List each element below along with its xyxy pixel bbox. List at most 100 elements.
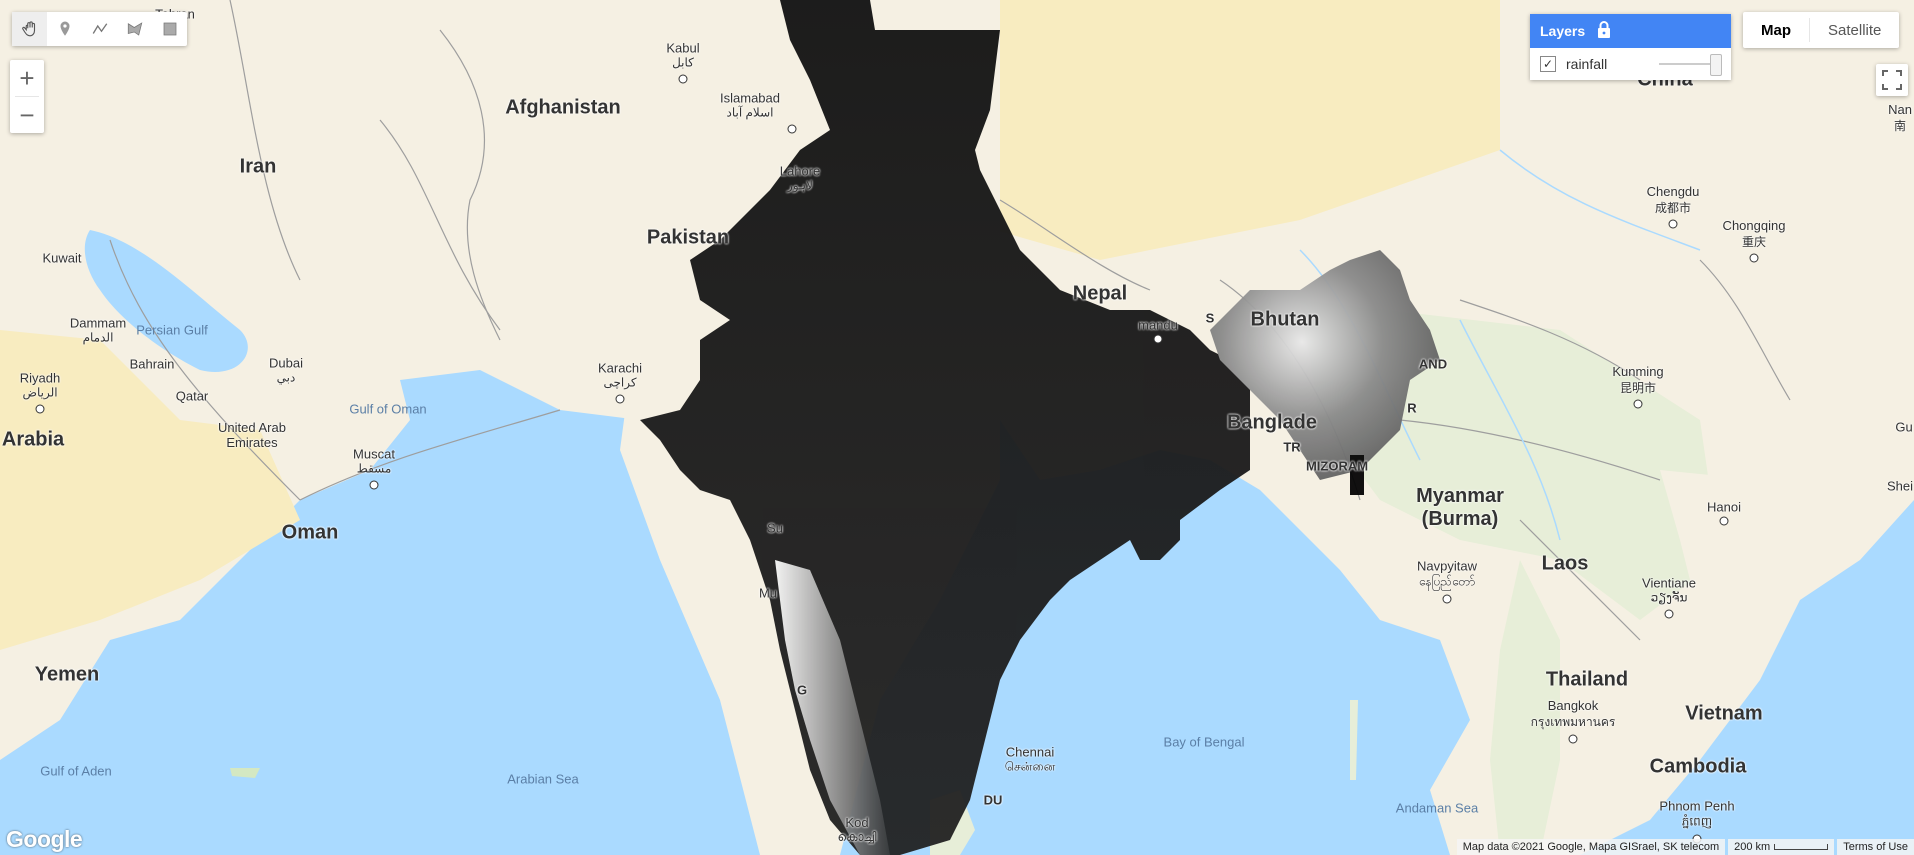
- checkmark-icon: ✓: [1542, 57, 1554, 71]
- map-label-kunming: Kunming 昆明市: [1612, 364, 1664, 395]
- map-label-chennai: Chennai சென்னை: [1004, 744, 1056, 774]
- city-marker: [1633, 399, 1643, 409]
- map-label-nepal: Nepal: [1072, 282, 1128, 305]
- map-label-riyadh: Riyadh الرياض: [19, 370, 61, 400]
- land-arabia-desert: [0, 330, 300, 650]
- rectangle-icon[interactable]: [152, 12, 187, 46]
- city-marker: [369, 480, 379, 490]
- map-label-bay-of-bengal: Bay of Bengal: [1163, 734, 1245, 750]
- map-label-phnompenh: Phnom Penh ភ្នំពេញ: [1659, 798, 1735, 829]
- map-label-kathmandu: mandu: [1138, 317, 1178, 333]
- city-marker: [1668, 219, 1678, 229]
- land-malay-peninsula: [1490, 560, 1560, 855]
- scale-label: 200 km: [1734, 841, 1771, 853]
- land-indochina-east: [1660, 470, 1800, 720]
- map-label-qatar: Qatar: [175, 388, 209, 404]
- map-label-bangladesh: Banglade: [1226, 411, 1318, 434]
- rainfall-layer: [640, 0, 1440, 855]
- map-label-surat: Su: [767, 520, 783, 536]
- map-label-bhutan: Bhutan: [1250, 308, 1320, 331]
- land-persian-gulf: [84, 230, 248, 372]
- rainfall-northeast: [1210, 250, 1440, 480]
- terms-link[interactable]: Terms of Use: [1837, 839, 1914, 855]
- map-label-lahore: Lahore لاہور: [779, 163, 821, 193]
- map-label-chongqing: Chongqing 重庆: [1722, 218, 1786, 249]
- map-label-muscat: Muscat مسقط: [353, 446, 395, 476]
- slider-track: [1659, 63, 1719, 65]
- map-label-goa: G: [796, 682, 808, 698]
- map-label-shenzhen: Shei: [1886, 478, 1914, 494]
- drawing-toolbar: [12, 12, 187, 46]
- layer-opacity-slider[interactable]: [1659, 52, 1722, 76]
- map-label-uae: United Arab Emirates: [218, 420, 286, 450]
- zoom-control: + −: [10, 60, 44, 133]
- map-label-manipur: R: [1407, 400, 1417, 416]
- map-label-myanmar: Myanmar (Burma): [1416, 485, 1504, 530]
- island-andaman: [1350, 700, 1358, 780]
- map-label-pondicherry: DU: [983, 792, 1003, 808]
- map-label-arabian-sea: Arabian Sea: [507, 771, 579, 787]
- layers-title: Layers: [1540, 23, 1586, 39]
- hand-icon[interactable]: [12, 12, 47, 46]
- map-label-karachi: Karachi کراچی: [597, 360, 643, 390]
- rainfall-ne-tip: [1350, 455, 1364, 495]
- map-label-pakistan: Pakistan: [646, 226, 730, 249]
- city-marker: [1153, 334, 1163, 344]
- map-label-tripura: TR: [1283, 439, 1301, 455]
- map-type-satellite-button[interactable]: Satellite: [1828, 21, 1882, 39]
- map-label-arabia: Arabia: [1, 428, 65, 451]
- map-label-guangzhou: Gu: [1895, 419, 1913, 435]
- map-footer: Map data ©2021 Google, Mapa GISrael, SK …: [1454, 839, 1914, 855]
- layer-row-rainfall: ✓ rainfall: [1530, 48, 1731, 80]
- map-label-oman: Oman: [281, 521, 339, 544]
- map-label-mumbai: Mu: [758, 585, 778, 601]
- map-label-kabul: Kabul کابل: [666, 40, 700, 70]
- map-label-persian-gulf: Persian Gulf: [136, 322, 208, 338]
- map-label-afghanistan: Afghanistan: [505, 96, 621, 119]
- map-label-navpyitaw: Navpyitaw နေပြည်တော်: [1417, 558, 1477, 589]
- map-label-dammam: Dammam الدمام: [69, 315, 127, 345]
- map-label-mizoram: MIZORAM: [1305, 458, 1369, 474]
- map-label-laos: Laos: [1541, 552, 1589, 575]
- map-label-cambodia: Cambodia: [1649, 755, 1747, 778]
- polygon-icon[interactable]: [117, 12, 152, 46]
- map-label-iran: Iran: [239, 155, 277, 178]
- city-marker: [1568, 734, 1578, 744]
- map-label-vietnam: Vietnam: [1685, 702, 1763, 725]
- slider-thumb[interactable]: [1710, 54, 1722, 76]
- city-marker: [1664, 609, 1674, 619]
- map-label-sikkim: S: [1205, 310, 1215, 326]
- polyline-icon[interactable]: [82, 12, 117, 46]
- city-marker: [787, 124, 797, 134]
- zoom-divider: [15, 96, 39, 97]
- marker-icon[interactable]: [47, 12, 82, 46]
- lock-icon[interactable]: [1597, 21, 1611, 41]
- zoom-out-button[interactable]: −: [19, 99, 35, 130]
- city-marker: [1719, 516, 1729, 526]
- map-label-gulf-of-oman: Gulf of Oman: [349, 401, 427, 417]
- scale-bar: [1774, 844, 1829, 850]
- zoom-in-button[interactable]: +: [19, 62, 35, 93]
- map-label-chengdu: Chengdu 成都市: [1646, 184, 1700, 215]
- layer-visibility-checkbox[interactable]: ✓: [1540, 56, 1556, 72]
- city-marker: [615, 394, 625, 404]
- city-marker: [1442, 594, 1452, 604]
- map-type-map-button[interactable]: Map: [1761, 21, 1791, 39]
- rainfall-western-ghats: [775, 560, 890, 855]
- fullscreen-icon[interactable]: [1876, 64, 1908, 96]
- map-label-kochi: Kod കൊച്ചി: [837, 815, 877, 844]
- map-label-kuwait: Kuwait: [42, 250, 82, 266]
- map-label-andaman-sea: Andaman Sea: [1395, 800, 1479, 816]
- city-marker: [1749, 253, 1759, 263]
- city-marker: [678, 74, 688, 84]
- google-logo: Google: [6, 826, 83, 852]
- map-label-nagaland: AND: [1418, 356, 1448, 372]
- map-label-gulf-of-aden: Gulf of Aden: [40, 763, 112, 779]
- map-label-islamabad: Islamabad اسلام آباد: [720, 90, 780, 120]
- scale-indicator[interactable]: 200 km: [1728, 839, 1835, 855]
- layers-header[interactable]: Layers: [1530, 14, 1731, 48]
- map-data-attribution[interactable]: Map data ©2021 Google, Mapa GISrael, SK …: [1456, 839, 1726, 855]
- land-tibet-desert: [960, 0, 1500, 260]
- map-label-nanning: Nan 南: [1888, 102, 1912, 133]
